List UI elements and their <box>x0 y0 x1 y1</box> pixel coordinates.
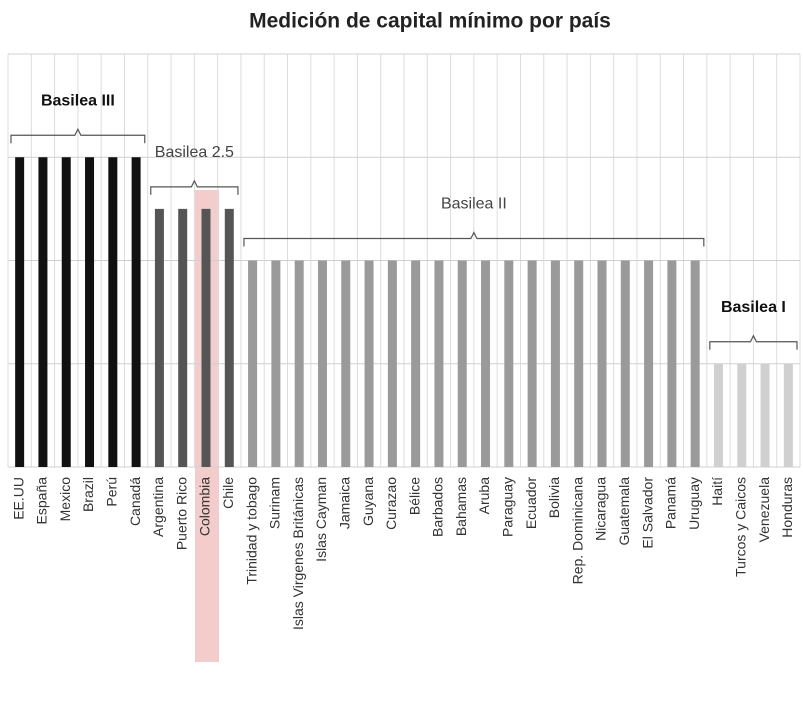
x-tick-label: Canadá <box>127 477 143 526</box>
bar <box>131 157 141 467</box>
bar <box>85 157 95 467</box>
bar <box>690 260 700 467</box>
x-tick-label: Haití <box>709 477 725 506</box>
x-tick-label: España <box>34 477 50 525</box>
bar <box>271 260 281 467</box>
legend-label: Basilea 2.5 <box>155 144 234 161</box>
x-tick-label: Rep. Dominicana <box>569 477 585 585</box>
bar <box>154 208 164 467</box>
bar <box>201 208 211 467</box>
x-tick-label: Ecuador <box>523 477 539 529</box>
legend-label: Basilea III <box>41 92 115 109</box>
bar <box>108 157 118 467</box>
bar <box>457 260 467 467</box>
bracket <box>150 179 239 195</box>
bar <box>317 260 327 467</box>
bar <box>597 260 607 467</box>
x-tick-label: Jamaica <box>336 477 352 529</box>
bar <box>667 260 677 467</box>
x-tick-label: Nicaragua <box>593 477 609 541</box>
bar <box>294 260 304 467</box>
x-tick-label: Bolivia <box>546 477 562 518</box>
legend-label: Basilea I <box>721 299 786 316</box>
x-tick-label: Barbados <box>430 477 446 537</box>
bar <box>224 208 234 467</box>
x-tick-label: Argentina <box>150 477 166 537</box>
bar <box>411 260 421 467</box>
bar <box>783 363 793 467</box>
x-tick-label: Chile <box>220 477 236 509</box>
legend-label: Basilea II <box>441 196 507 213</box>
x-tick-label: Turcos y Caicos <box>732 477 748 577</box>
bar <box>364 260 374 467</box>
x-tick-label: Surinam <box>267 477 283 529</box>
x-tick-label: Bélice <box>406 477 422 515</box>
bar <box>387 260 397 467</box>
bar <box>15 157 25 467</box>
x-tick-label: Brazil <box>80 477 96 512</box>
x-tick-label: Mexico <box>57 477 73 522</box>
bar <box>713 363 723 467</box>
x-tick-label: Islas Cayman <box>313 477 329 562</box>
bar <box>620 260 630 467</box>
x-tick-label: Colombia <box>197 477 213 536</box>
x-tick-label: Curazao <box>383 477 399 530</box>
x-tick-label: Uruguay <box>686 477 702 530</box>
x-tick-label: Panamá <box>663 477 679 529</box>
bar <box>341 260 351 467</box>
bar <box>760 363 770 467</box>
bar <box>61 157 71 467</box>
bar <box>644 260 654 467</box>
bar <box>504 260 514 467</box>
x-tick-label: Trinidad y tobago <box>243 477 259 585</box>
bar <box>527 260 537 467</box>
x-tick-label: EE.UU <box>10 477 26 520</box>
bracket <box>243 231 705 247</box>
bar <box>574 260 584 467</box>
x-tick-label: Perú <box>104 477 120 507</box>
bracket <box>709 334 798 350</box>
bar <box>481 260 491 467</box>
x-tick-label: Puerto Rico <box>173 477 189 550</box>
bar <box>248 260 258 467</box>
x-tick-label: Bahamas <box>453 477 469 536</box>
x-tick-label: Guatemala <box>616 477 632 546</box>
bar <box>737 363 747 467</box>
x-tick-label: El Salvador <box>639 477 655 549</box>
bar <box>178 208 188 467</box>
x-tick-label: Guyana <box>360 477 376 526</box>
bar <box>434 260 444 467</box>
chart-title: Medición de capital mínimo por país <box>249 10 611 33</box>
x-tick-label: Venezuela <box>756 477 772 543</box>
x-tick-label: Honduras <box>779 477 795 538</box>
x-tick-label: Paraguay <box>500 477 516 537</box>
bracket <box>10 127 146 144</box>
bar <box>550 260 560 467</box>
x-tick-label: Aruba <box>476 477 492 515</box>
x-tick-label: Islas Virgenes Británicas <box>290 477 306 630</box>
bar <box>38 157 48 467</box>
